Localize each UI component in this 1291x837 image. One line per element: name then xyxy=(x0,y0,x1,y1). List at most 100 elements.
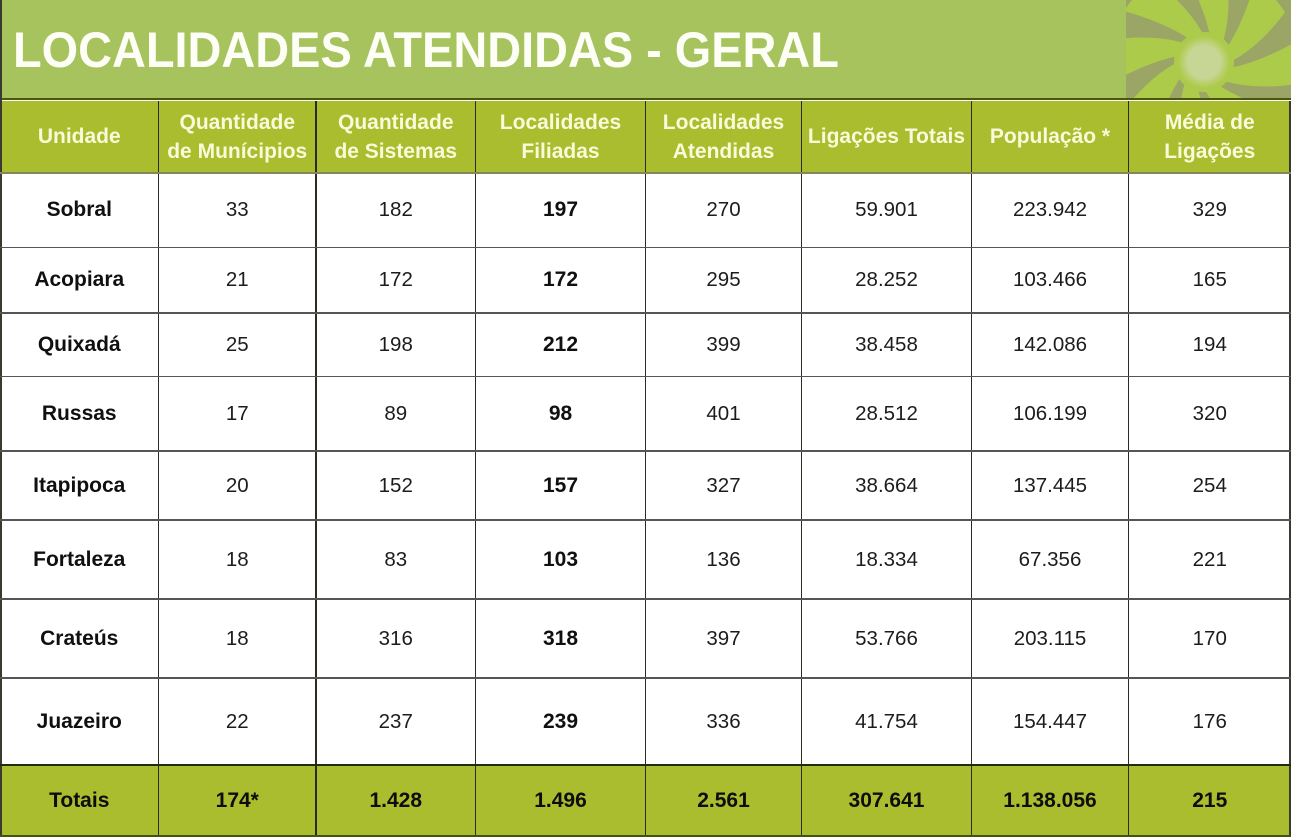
column-border xyxy=(474,100,477,837)
cell-russas-ligacoes: 28.512 xyxy=(801,376,972,451)
flower-pinwheel-logo-icon xyxy=(1126,0,1291,98)
cell-quixadá-populacao: 142.086 xyxy=(971,313,1129,377)
column-border xyxy=(315,100,317,837)
cell-itapipoca-municipios: 20 xyxy=(158,451,316,520)
cell-sobral-media: 329 xyxy=(1128,172,1291,248)
logo-petal xyxy=(1126,0,1203,39)
cell-sobral-sistemas: 182 xyxy=(316,172,476,248)
cell-acopiara-atendidas: 295 xyxy=(645,247,802,313)
totals-top-rule xyxy=(0,764,1291,767)
column-header-atendidas: Localidades Atendidas xyxy=(645,100,802,173)
cell-fortaleza-unidade: Fortaleza xyxy=(0,520,159,599)
totals-ligacoes: 307.641 xyxy=(801,765,972,837)
cell-crateús-municipios: 18 xyxy=(158,599,316,678)
totals-unidade: Totais xyxy=(0,765,159,837)
right-edge-border xyxy=(1289,100,1291,837)
cell-russas-atendidas: 401 xyxy=(645,376,802,451)
cell-crateús-media: 170 xyxy=(1128,599,1291,678)
column-header-municipios: Quantidade de Munícipios xyxy=(158,100,316,173)
cell-itapipoca-ligacoes: 38.664 xyxy=(801,451,972,520)
cell-fortaleza-municipios: 18 xyxy=(158,520,316,599)
cell-fortaleza-atendidas: 136 xyxy=(645,520,802,599)
cell-itapipoca-populacao: 137.445 xyxy=(971,451,1129,520)
totals-filiadas: 1.496 xyxy=(475,765,646,837)
logo-petal xyxy=(1198,0,1229,42)
logo-petal xyxy=(1181,82,1201,98)
cell-juazeiro-atendidas: 336 xyxy=(645,678,802,765)
left-edge-border xyxy=(0,0,2,837)
cell-juazeiro-ligacoes: 41.754 xyxy=(801,678,972,765)
column-border xyxy=(644,100,647,837)
cell-fortaleza-filiadas: 103 xyxy=(475,520,646,599)
column-header-populacao: População * xyxy=(971,100,1129,173)
cell-russas-municipios: 17 xyxy=(158,376,316,451)
cell-acopiara-sistemas: 172 xyxy=(316,247,476,313)
row-separator xyxy=(0,375,1291,378)
cell-fortaleza-populacao: 67.356 xyxy=(971,520,1129,599)
cell-crateús-populacao: 203.115 xyxy=(971,599,1129,678)
row-separator xyxy=(0,598,1291,600)
cell-juazeiro-populacao: 154.447 xyxy=(971,678,1129,765)
totals-atendidas: 2.561 xyxy=(645,765,802,837)
cell-sobral-unidade: Sobral xyxy=(0,172,159,248)
row-separator xyxy=(0,450,1291,452)
table-bottom-rule xyxy=(0,834,1291,837)
logo-petal xyxy=(1126,37,1184,75)
cell-juazeiro-media: 176 xyxy=(1128,678,1291,765)
cell-juazeiro-filiadas: 239 xyxy=(475,678,646,765)
cell-russas-filiadas: 98 xyxy=(475,376,646,451)
cell-juazeiro-unidade: Juazeiro xyxy=(0,678,159,765)
cell-quixadá-filiadas: 212 xyxy=(475,313,646,377)
column-border xyxy=(157,100,160,837)
cell-crateús-sistemas: 316 xyxy=(316,599,476,678)
cell-fortaleza-media: 221 xyxy=(1128,520,1291,599)
cell-crateús-ligacoes: 53.766 xyxy=(801,599,972,678)
cell-sobral-populacao: 223.942 xyxy=(971,172,1129,248)
header-bottom-rule xyxy=(0,171,1291,174)
cell-itapipoca-sistemas: 152 xyxy=(316,451,476,520)
column-border xyxy=(970,100,973,837)
cell-quixadá-unidade: Quixadá xyxy=(0,313,159,377)
column-border xyxy=(1127,100,1130,837)
row-separator xyxy=(0,519,1291,521)
column-header-filiadas: Localidades Filiadas xyxy=(475,100,646,173)
banner-bottom-rule xyxy=(0,97,1291,101)
column-header-unidade: Unidade xyxy=(0,100,159,173)
cell-juazeiro-municipios: 22 xyxy=(158,678,316,765)
logo-petal xyxy=(1133,63,1181,98)
cell-fortaleza-ligacoes: 18.334 xyxy=(801,520,972,599)
column-header-ligacoes: Ligações Totais xyxy=(801,100,972,173)
cell-quixadá-atendidas: 399 xyxy=(645,313,802,377)
cell-acopiara-media: 165 xyxy=(1128,247,1291,313)
cell-crateús-filiadas: 318 xyxy=(475,599,646,678)
row-separator xyxy=(0,246,1291,249)
cell-fortaleza-sistemas: 83 xyxy=(316,520,476,599)
totals-municipios: 174* xyxy=(158,765,316,837)
cell-juazeiro-sistemas: 237 xyxy=(316,678,476,765)
cell-crateús-unidade: Crateús xyxy=(0,599,159,678)
cell-quixadá-sistemas: 198 xyxy=(316,313,476,377)
cell-sobral-ligacoes: 59.901 xyxy=(801,172,972,248)
cell-itapipoca-unidade: Itapipoca xyxy=(0,451,159,520)
cell-russas-sistemas: 89 xyxy=(316,376,476,451)
cell-itapipoca-media: 254 xyxy=(1128,451,1291,520)
cell-acopiara-unidade: Acopiara xyxy=(0,247,159,313)
page-title: LOCALIDADES ATENDIDAS - GERAL xyxy=(13,22,839,78)
column-header-media: Média de Ligações xyxy=(1128,100,1291,173)
cell-quixadá-municipios: 25 xyxy=(158,313,316,377)
logo-petal xyxy=(1227,0,1285,61)
cell-quixadá-media: 194 xyxy=(1128,313,1291,377)
cell-sobral-municipios: 33 xyxy=(158,172,316,248)
logo-petal xyxy=(1224,44,1291,87)
row-separator xyxy=(0,677,1291,679)
cell-itapipoca-atendidas: 327 xyxy=(645,451,802,520)
totals-media: 215 xyxy=(1128,765,1291,837)
column-border xyxy=(800,100,803,837)
cell-acopiara-ligacoes: 28.252 xyxy=(801,247,972,313)
cell-quixadá-ligacoes: 38.458 xyxy=(801,313,972,377)
title-banner: LOCALIDADES ATENDIDAS - GERAL xyxy=(0,0,1291,98)
cell-sobral-filiadas: 197 xyxy=(475,172,646,248)
cell-russas-populacao: 106.199 xyxy=(971,376,1129,451)
cell-sobral-atendidas: 270 xyxy=(645,172,802,248)
